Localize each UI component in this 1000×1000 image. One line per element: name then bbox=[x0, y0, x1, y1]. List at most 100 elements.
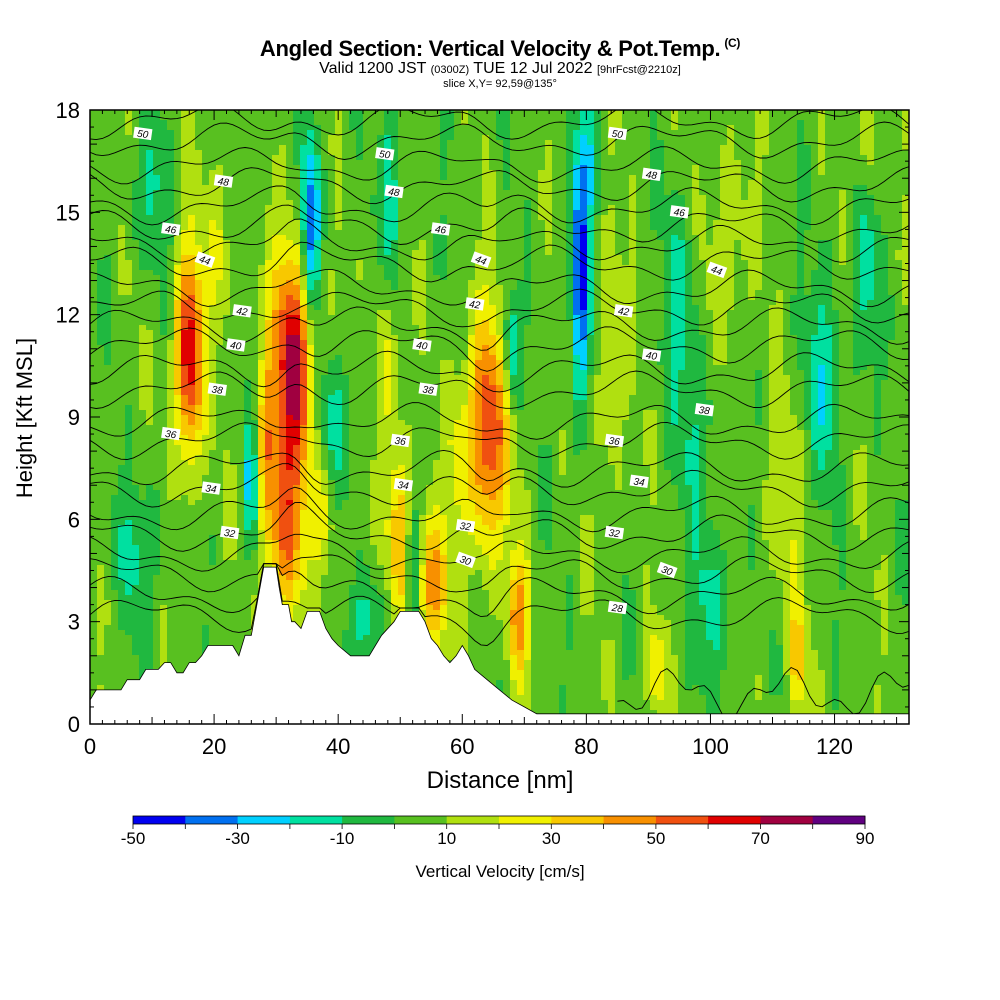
velocity-cell bbox=[433, 280, 441, 286]
velocity-cell bbox=[356, 190, 364, 196]
velocity-cell bbox=[244, 210, 252, 216]
velocity-cell bbox=[587, 120, 595, 126]
velocity-cell bbox=[657, 145, 665, 151]
velocity-cell bbox=[314, 230, 322, 236]
velocity-cell bbox=[160, 265, 168, 271]
velocity-cell bbox=[601, 260, 609, 266]
velocity-cell bbox=[461, 180, 469, 186]
velocity-cell bbox=[587, 110, 595, 116]
velocity-cell bbox=[790, 185, 798, 191]
velocity-cell bbox=[643, 315, 651, 321]
velocity-cell bbox=[559, 115, 567, 121]
velocity-cell bbox=[314, 145, 322, 151]
velocity-cell bbox=[202, 305, 210, 311]
velocity-cell bbox=[797, 195, 805, 201]
velocity-cell bbox=[118, 295, 126, 301]
velocity-cell bbox=[265, 120, 273, 126]
velocity-cell bbox=[426, 140, 434, 146]
velocity-cell bbox=[349, 270, 357, 276]
velocity-cell bbox=[741, 265, 749, 271]
velocity-cell bbox=[657, 115, 665, 121]
velocity-cell bbox=[349, 215, 357, 221]
velocity-cell bbox=[272, 290, 280, 296]
velocity-cell bbox=[643, 220, 651, 226]
velocity-cell bbox=[783, 150, 791, 156]
velocity-cell bbox=[874, 135, 882, 141]
velocity-cell bbox=[146, 225, 154, 231]
velocity-cell bbox=[160, 280, 168, 286]
velocity-cell bbox=[307, 160, 315, 166]
velocity-cell bbox=[692, 180, 700, 186]
velocity-cell bbox=[811, 175, 819, 181]
velocity-cell bbox=[125, 110, 133, 116]
velocity-cell bbox=[769, 295, 777, 301]
velocity-cell bbox=[510, 130, 518, 136]
velocity-cell bbox=[636, 150, 644, 156]
velocity-cell bbox=[181, 280, 189, 286]
velocity-cell bbox=[286, 305, 294, 311]
velocity-cell bbox=[664, 285, 672, 291]
velocity-cell bbox=[447, 275, 455, 281]
velocity-cell bbox=[818, 165, 826, 171]
velocity-cell bbox=[874, 260, 882, 266]
velocity-cell bbox=[692, 165, 700, 171]
velocity-cell bbox=[328, 285, 336, 291]
velocity-cell bbox=[741, 135, 749, 141]
velocity-cell bbox=[643, 195, 651, 201]
velocity-cell bbox=[685, 220, 693, 226]
velocity-cell bbox=[447, 205, 455, 211]
velocity-cell bbox=[657, 130, 665, 136]
velocity-cell bbox=[209, 210, 217, 216]
velocity-cell bbox=[594, 315, 602, 321]
velocity-cell bbox=[146, 215, 154, 221]
velocity-cell bbox=[517, 320, 525, 326]
velocity-cell bbox=[895, 225, 903, 231]
velocity-cell bbox=[125, 275, 133, 281]
velocity-cell bbox=[769, 195, 777, 201]
velocity-cell bbox=[482, 295, 490, 301]
velocity-cell bbox=[377, 300, 385, 306]
velocity-cell bbox=[762, 185, 770, 191]
velocity-cell bbox=[279, 115, 287, 121]
velocity-cell bbox=[195, 200, 203, 206]
velocity-cell bbox=[167, 140, 175, 146]
velocity-cell bbox=[657, 255, 665, 261]
velocity-cell bbox=[251, 110, 259, 116]
velocity-cell bbox=[727, 230, 735, 236]
velocity-cell bbox=[776, 200, 784, 206]
velocity-cell bbox=[685, 265, 693, 271]
velocity-cell bbox=[314, 210, 322, 216]
velocity-cell bbox=[223, 200, 231, 206]
velocity-cell bbox=[622, 185, 630, 191]
velocity-cell bbox=[265, 280, 273, 286]
velocity-cell bbox=[699, 225, 707, 231]
velocity-cell bbox=[608, 315, 616, 321]
velocity-cell bbox=[104, 130, 112, 136]
velocity-cell bbox=[643, 260, 651, 266]
velocity-cell bbox=[111, 280, 119, 286]
velocity-cell bbox=[678, 295, 686, 301]
velocity-cell bbox=[622, 240, 630, 246]
velocity-cell bbox=[202, 175, 210, 181]
velocity-cell bbox=[846, 160, 854, 166]
velocity-cell bbox=[629, 120, 637, 126]
velocity-cell bbox=[881, 205, 889, 211]
velocity-cell bbox=[209, 165, 217, 171]
velocity-cell bbox=[706, 130, 714, 136]
chart-title: Angled Section: Vertical Velocity & Pot.… bbox=[259, 36, 741, 61]
velocity-cell bbox=[286, 165, 294, 171]
velocity-cell bbox=[132, 195, 140, 201]
velocity-cell bbox=[685, 295, 693, 301]
velocity-cell bbox=[279, 220, 287, 226]
velocity-cell bbox=[412, 230, 420, 236]
velocity-cell bbox=[524, 265, 532, 271]
velocity-cell bbox=[552, 295, 560, 301]
velocity-cell bbox=[188, 200, 196, 206]
velocity-cell bbox=[202, 310, 210, 316]
velocity-cell bbox=[97, 280, 105, 286]
velocity-cell bbox=[146, 185, 154, 191]
velocity-cell bbox=[699, 110, 707, 116]
velocity-cell bbox=[790, 270, 798, 276]
velocity-cell bbox=[503, 320, 511, 326]
velocity-cell bbox=[384, 210, 392, 216]
